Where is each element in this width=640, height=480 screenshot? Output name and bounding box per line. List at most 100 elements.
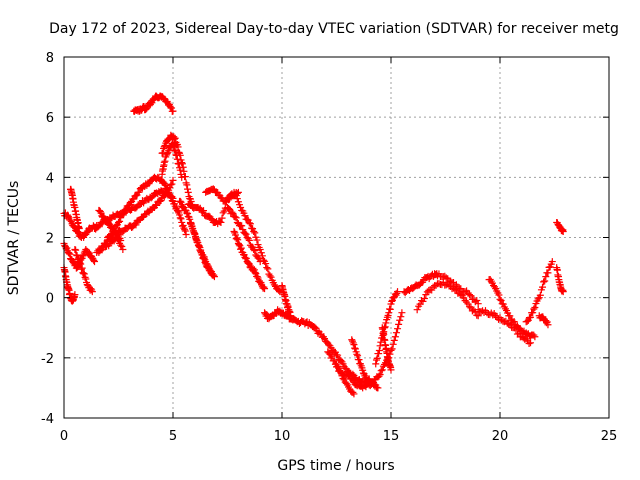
data-point (218, 214, 226, 222)
data-point (198, 251, 206, 259)
data-point (474, 312, 482, 320)
data-point (255, 255, 263, 263)
data-point (351, 344, 359, 352)
data-point (536, 291, 544, 299)
data-point (237, 244, 245, 252)
x-tick-label: 0 (60, 429, 68, 444)
data-point (190, 229, 198, 237)
series-arc-20 (278, 282, 295, 320)
data-point (176, 166, 184, 174)
data-point (375, 350, 383, 358)
data-point (178, 218, 186, 226)
data-point (169, 194, 177, 202)
data-point (170, 142, 178, 150)
data-point (113, 230, 121, 238)
x-tick-label: 20 (492, 429, 509, 444)
data-point (177, 198, 185, 206)
data-point (71, 291, 79, 299)
data-point (506, 312, 514, 320)
data-point (77, 260, 85, 268)
data-point (220, 207, 228, 215)
data-point (170, 135, 178, 143)
data-point (225, 204, 233, 212)
data-point (372, 356, 380, 364)
series-arc-17 (224, 203, 264, 266)
series-arc-12 (158, 140, 186, 181)
data-point (256, 258, 264, 266)
series-arc-31 (474, 306, 535, 348)
data-point (229, 209, 237, 217)
data-point (385, 309, 393, 317)
data-point (106, 220, 114, 228)
data-point (167, 181, 175, 189)
data-point (200, 207, 208, 215)
data-point (270, 281, 278, 289)
data-point (378, 366, 386, 374)
data-point (178, 202, 186, 210)
data-point (136, 200, 144, 208)
data-point (116, 217, 124, 225)
data-point (77, 265, 85, 273)
data-point (534, 295, 542, 303)
data-point (394, 288, 402, 296)
y-tick-label: 8 (46, 51, 54, 66)
data-point (175, 160, 183, 168)
series-arc-30 (431, 270, 482, 308)
data-point (541, 277, 549, 285)
data-point (311, 323, 319, 331)
data-point (266, 272, 274, 280)
data-point (181, 173, 189, 181)
data-point (115, 218, 122, 226)
data-point (160, 158, 168, 166)
data-point (510, 318, 518, 326)
data-point (241, 229, 249, 237)
data-point (201, 258, 209, 266)
data-point (166, 102, 174, 110)
data-point (177, 215, 185, 223)
data-point (67, 216, 75, 224)
data-point (559, 288, 567, 296)
data-point (242, 230, 250, 238)
series-arc-9 (95, 206, 125, 245)
data-point (474, 300, 482, 308)
data-point (208, 270, 216, 278)
data-point (253, 236, 261, 244)
data-point (523, 317, 531, 325)
data-point (173, 155, 181, 163)
data-point (76, 259, 84, 267)
data-point (166, 184, 174, 192)
data-point (348, 336, 356, 344)
data-point (168, 180, 176, 188)
data-point (349, 388, 357, 396)
series-arc-19 (261, 306, 295, 323)
data-point (244, 259, 252, 267)
data-point (465, 291, 473, 299)
data-point (391, 333, 399, 341)
data-point (387, 346, 395, 354)
data-point (88, 286, 96, 294)
chart-title: Day 172 of 2023, Sidereal Day-to-day VTE… (49, 21, 619, 37)
data-point (420, 294, 428, 302)
series-arc-27 (378, 324, 395, 374)
data-point (246, 220, 254, 228)
data-point (217, 218, 225, 226)
y-tick-label: 4 (46, 171, 54, 186)
data-point (394, 325, 402, 333)
data-point (245, 259, 253, 267)
data-point (90, 257, 98, 265)
data-point (397, 313, 405, 321)
x-tick-label: 25 (601, 429, 618, 444)
data-point (168, 104, 176, 112)
data-point (245, 260, 253, 268)
series-arc-3 (67, 185, 83, 232)
data-point (245, 219, 253, 227)
data-point (260, 283, 268, 291)
data-point (261, 285, 269, 293)
data-point (88, 288, 96, 296)
data-point (75, 224, 83, 232)
data-point (241, 253, 249, 261)
data-point (156, 197, 164, 205)
data-point (69, 222, 77, 230)
series-arc-28 (400, 270, 441, 297)
data-point (262, 260, 270, 268)
